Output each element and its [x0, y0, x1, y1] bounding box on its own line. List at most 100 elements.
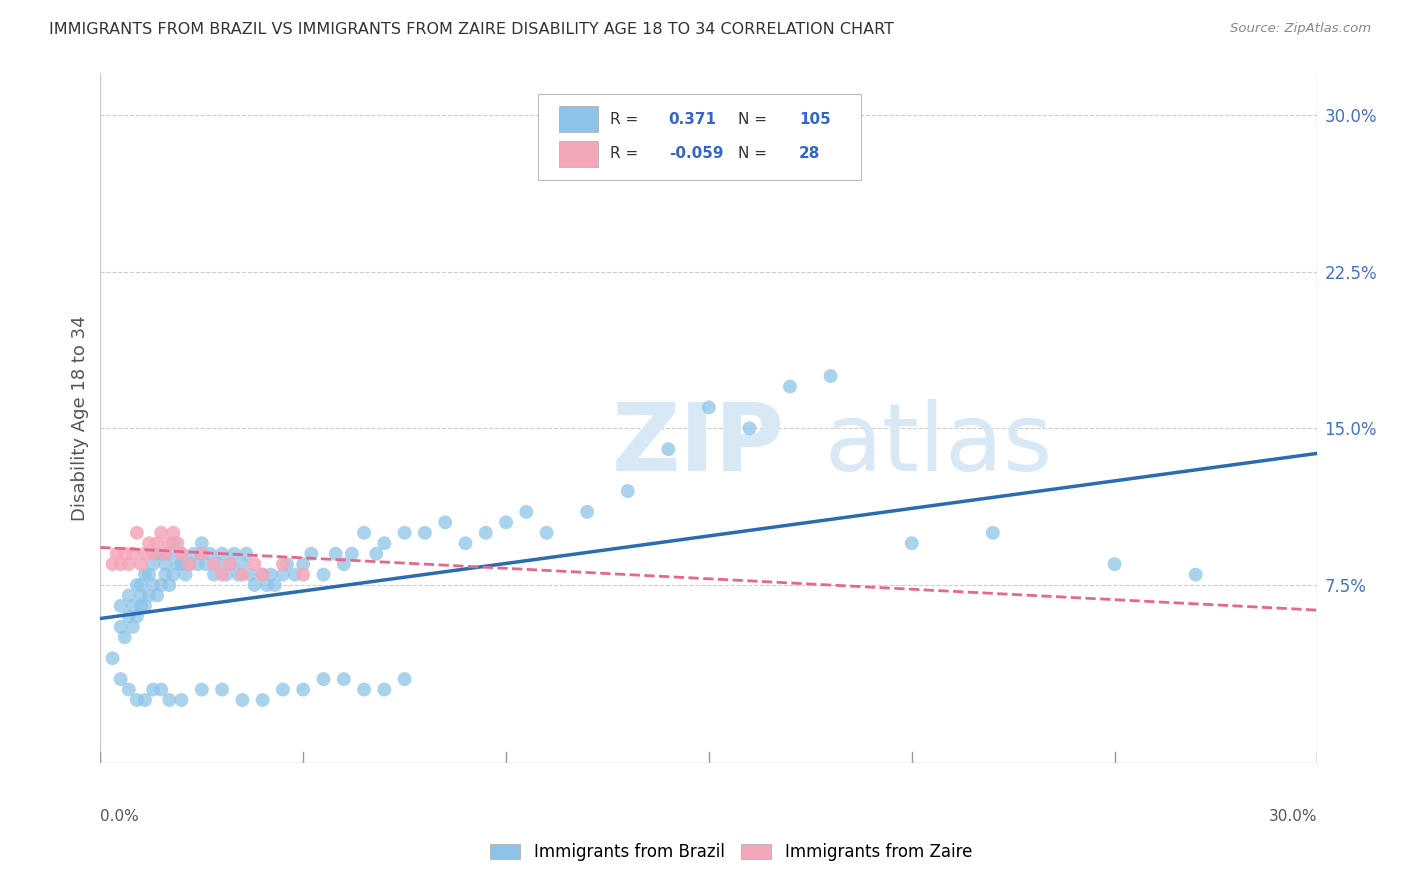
Point — [166, 557, 188, 571]
Point — [284, 567, 307, 582]
Point — [121, 599, 143, 613]
Text: 28: 28 — [799, 146, 820, 161]
Legend: Immigrants from Brazil, Immigrants from Zaire: Immigrants from Brazil, Immigrants from … — [484, 837, 979, 868]
Point — [110, 672, 132, 686]
Point — [129, 557, 152, 571]
Point — [142, 578, 165, 592]
Point — [121, 620, 143, 634]
Point — [292, 567, 315, 582]
Point — [325, 547, 347, 561]
Text: -0.059: -0.059 — [669, 146, 723, 161]
Point — [340, 547, 363, 561]
Point — [299, 547, 322, 561]
Point — [125, 525, 148, 540]
Point — [155, 557, 177, 571]
Point — [150, 578, 173, 592]
Point — [454, 536, 477, 550]
Point — [219, 557, 242, 571]
Point — [101, 557, 124, 571]
Point — [110, 620, 132, 634]
Point — [125, 578, 148, 592]
Text: N =: N = — [738, 112, 772, 127]
Point — [118, 589, 141, 603]
Point — [194, 557, 217, 571]
Text: R =: R = — [610, 112, 644, 127]
Point — [146, 547, 169, 561]
Text: IMMIGRANTS FROM BRAZIL VS IMMIGRANTS FROM ZAIRE DISABILITY AGE 18 TO 34 CORRELAT: IMMIGRANTS FROM BRAZIL VS IMMIGRANTS FRO… — [49, 22, 894, 37]
Point — [1104, 557, 1126, 571]
Point — [276, 557, 298, 571]
Text: 0.371: 0.371 — [669, 112, 717, 127]
Point — [738, 421, 761, 435]
Point — [134, 693, 156, 707]
Point — [146, 536, 169, 550]
Point — [125, 609, 148, 624]
Point — [394, 525, 416, 540]
Point — [219, 557, 242, 571]
Point — [129, 578, 152, 592]
Point — [174, 567, 197, 582]
Point — [779, 379, 801, 393]
Point — [366, 547, 388, 561]
Point — [697, 401, 720, 415]
Point — [191, 547, 214, 561]
Point — [373, 682, 395, 697]
Point — [191, 547, 214, 561]
Point — [118, 609, 141, 624]
Point — [114, 630, 136, 644]
Point — [170, 547, 193, 561]
Point — [536, 525, 558, 540]
Point — [134, 547, 156, 561]
Point — [332, 672, 354, 686]
Point — [211, 567, 233, 582]
Point — [616, 483, 638, 498]
Point — [202, 557, 225, 571]
FancyBboxPatch shape — [560, 106, 598, 132]
Point — [129, 589, 152, 603]
Point — [101, 651, 124, 665]
Point — [125, 693, 148, 707]
Point — [239, 567, 262, 582]
Point — [157, 693, 180, 707]
Point — [166, 536, 188, 550]
Point — [198, 547, 221, 561]
Point — [260, 567, 283, 582]
Point — [138, 536, 160, 550]
FancyBboxPatch shape — [538, 94, 860, 180]
Point — [142, 682, 165, 697]
Point — [187, 557, 209, 571]
Point — [292, 557, 315, 571]
Point — [162, 536, 184, 550]
Point — [157, 547, 180, 561]
Point — [191, 682, 214, 697]
Text: N =: N = — [738, 146, 772, 161]
Text: 0.0%: 0.0% — [100, 809, 139, 823]
Text: atlas: atlas — [824, 400, 1053, 491]
Point — [179, 557, 201, 571]
Point — [150, 525, 173, 540]
Point — [134, 567, 156, 582]
Point — [576, 505, 599, 519]
Point — [312, 567, 335, 582]
Point — [353, 525, 375, 540]
Text: 30.0%: 30.0% — [1268, 809, 1317, 823]
Point — [110, 599, 132, 613]
Point — [271, 567, 294, 582]
Point — [252, 567, 274, 582]
Point — [170, 693, 193, 707]
Point — [105, 547, 128, 561]
Point — [231, 567, 253, 582]
Point — [215, 567, 238, 582]
Point — [134, 599, 156, 613]
Point — [231, 693, 253, 707]
Text: R =: R = — [610, 146, 644, 161]
Point — [162, 567, 184, 582]
Point — [252, 567, 274, 582]
Point — [231, 557, 253, 571]
Point — [394, 672, 416, 686]
Point — [413, 525, 436, 540]
Point — [157, 578, 180, 592]
Point — [183, 547, 205, 561]
Point — [373, 536, 395, 550]
Point — [170, 547, 193, 561]
